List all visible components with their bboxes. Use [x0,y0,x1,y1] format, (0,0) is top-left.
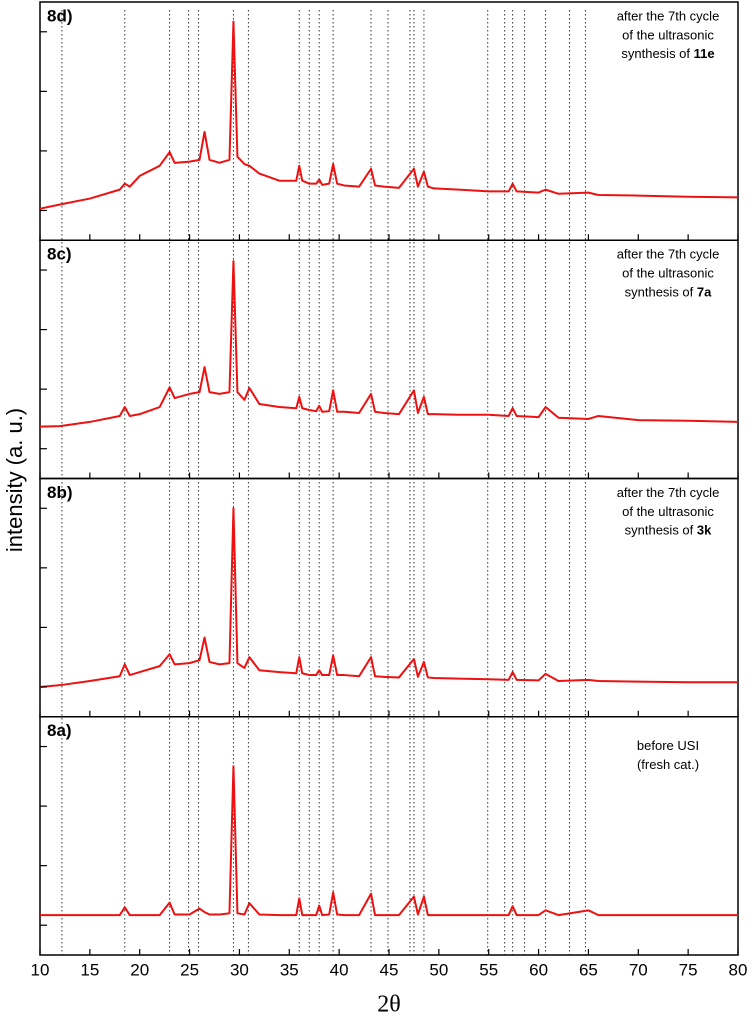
note-text: synthesis of [625,523,697,538]
x-tick-label: 35 [280,960,299,979]
panel-label: 8c) [47,245,72,264]
x-tick-label: 50 [429,960,448,979]
panel-note: after the 7th cycle [617,247,720,262]
x-tick-label: 40 [330,960,349,979]
spectrum-line [39,507,738,688]
panel-note: synthesis of 3k [625,523,712,538]
x-tick-label: 10 [31,960,50,979]
x-tick-label: 25 [180,960,199,979]
x-tick-label: 45 [380,960,399,979]
spectrum-line [40,765,738,917]
x-tick-label: 65 [579,960,598,979]
y-axis-label: intensity (a. u.) [2,408,27,552]
spectrum-line [39,20,739,210]
x-tick-label: 60 [529,960,548,979]
x-tick-label: 75 [679,960,698,979]
panel-note: after the 7th cycle [617,485,720,500]
x-tick-label: 30 [230,960,249,979]
panel-note: synthesis of 7a [625,285,712,300]
x-tick-label: 15 [80,960,99,979]
note-text: synthesis of [621,46,693,61]
note-compound: 11e [694,46,715,61]
x-tick-label: 80 [729,960,748,979]
x-tick-label: 55 [479,960,498,979]
panel-frame [39,716,739,956]
note-text: synthesis of [625,285,697,300]
note-compound: 3k [697,523,712,538]
spectrum-line [39,260,739,428]
panel-note: of the ultrasonic [622,27,714,42]
panel-note: of the ultrasonic [622,504,714,519]
panel-note: of the ultrasonic [622,266,714,281]
panel-label: 8d) [47,6,73,25]
panel-note: before USI [637,738,699,753]
panel-label: 8b) [47,483,73,502]
panel-note: synthesis of 11e [621,46,714,61]
note-compound: 7a [697,285,712,300]
panel-note: (fresh cat.) [637,757,699,772]
x-tick-label: 20 [130,960,149,979]
x-axis-label: 2θ [377,992,401,1018]
x-tick-label: 70 [629,960,648,979]
panel-label: 8a) [47,721,72,740]
panel-note: after the 7th cycle [617,8,720,23]
